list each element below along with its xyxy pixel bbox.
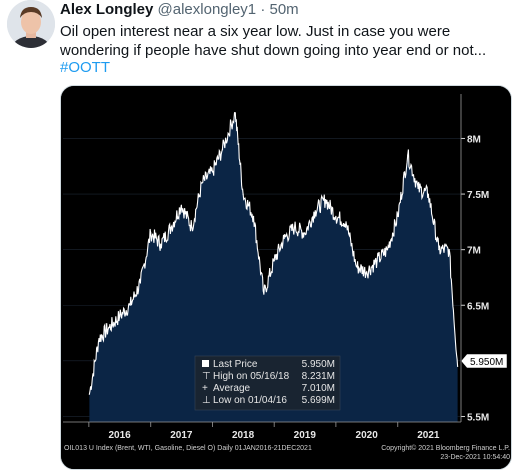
- legend-average-value: 7.010M: [302, 383, 335, 394]
- data-point: [355, 265, 357, 267]
- tweet-text: Oil open interest near a six year low. J…: [60, 23, 487, 59]
- data-point: [366, 271, 368, 273]
- data-point: [376, 260, 378, 262]
- y-tick-label: 8M: [467, 134, 481, 145]
- data-point: [119, 315, 121, 317]
- chart-footer-source: OIL013 U Index (Brent, WTI, Gasoline, Di…: [64, 445, 312, 452]
- legend-last-label: Last Price: [213, 359, 258, 370]
- data-point: [386, 249, 389, 251]
- series-area: [89, 112, 458, 422]
- data-point: [180, 204, 182, 206]
- data-point: [98, 338, 100, 340]
- legend-average-icon: +: [202, 383, 208, 394]
- legend-high-value: 8.231M: [302, 371, 335, 382]
- x-tick-label: 2018: [232, 430, 255, 441]
- hashtag-link[interactable]: #OOTT: [60, 59, 111, 76]
- last-price-tag: 5.950M: [460, 353, 508, 369]
- data-point: [407, 154, 409, 156]
- data-point: [293, 226, 296, 229]
- data-point: [314, 210, 316, 212]
- data-point: [252, 215, 255, 217]
- avatar[interactable]: [7, 0, 55, 48]
- data-point: [150, 232, 152, 234]
- data-point: [345, 221, 347, 223]
- data-point: [427, 193, 429, 195]
- legend-high-icon: ⊤: [202, 371, 211, 382]
- tweet-timestamp[interactable]: 50m: [269, 1, 299, 18]
- x-tick-label: 2020: [356, 430, 379, 441]
- y-tick-label: 7.5M: [467, 190, 489, 201]
- legend-high-label: High on 05/16/18: [213, 371, 290, 382]
- y-tick-label: 7M: [467, 246, 481, 257]
- legend-low-value: 5.699M: [302, 395, 335, 406]
- data-point: [457, 365, 459, 368]
- data-point: [242, 193, 244, 195]
- tweet-header: Alex Longley @alexlongley1 · 50m: [60, 1, 299, 19]
- legend-low-label: Low on 01/04/16: [213, 395, 287, 406]
- data-point: [139, 282, 142, 284]
- chart-footer-timestamp: 23-Dec-2021 10:54:40: [440, 454, 510, 461]
- x-tick-label: 2019: [294, 430, 317, 441]
- y-tick-label: 5.5M: [467, 412, 489, 423]
- data-point: [160, 243, 162, 245]
- data-point: [304, 232, 306, 234]
- data-point: [88, 393, 90, 395]
- data-point: [438, 249, 440, 251]
- data-point: [263, 293, 265, 295]
- data-point: [324, 199, 327, 201]
- data-point: [234, 112, 236, 114]
- data-point: [397, 215, 399, 217]
- data-point: [191, 226, 193, 229]
- legend-low-icon: ⊥: [202, 395, 211, 406]
- data-point: [221, 148, 224, 151]
- chart-footer-copyright: Copyright© 2021 Bloomberg Finance L.P.: [381, 444, 510, 452]
- separator-dot: ·: [260, 1, 266, 18]
- data-point: [448, 249, 450, 251]
- y-tick-label: 6.5M: [467, 301, 489, 312]
- author-name[interactable]: Alex Longley: [60, 1, 154, 18]
- data-point: [335, 215, 337, 217]
- data-point: [170, 226, 172, 229]
- data-point: [417, 187, 419, 190]
- x-tick-label: 2021: [417, 430, 440, 441]
- author-handle[interactable]: @alexlongley1: [157, 1, 257, 18]
- data-point: [201, 182, 203, 184]
- data-point: [129, 304, 131, 306]
- x-tick-label: 2017: [170, 430, 193, 441]
- data-point: [108, 326, 110, 329]
- data-point: [283, 237, 285, 240]
- legend-swatch-last: [202, 360, 209, 367]
- x-tick-label: 2016: [109, 430, 132, 441]
- legend-average-label: Average: [213, 383, 251, 394]
- legend-last-value: 5.950M: [302, 359, 335, 370]
- data-point: [273, 260, 275, 262]
- avatar-photo: [7, 0, 55, 48]
- chart-legend: Last Price 5.950M ⊤ High on 05/16/18 8.2…: [194, 355, 341, 411]
- last-price-value: 5.950M: [470, 357, 503, 368]
- data-point: [211, 171, 214, 173]
